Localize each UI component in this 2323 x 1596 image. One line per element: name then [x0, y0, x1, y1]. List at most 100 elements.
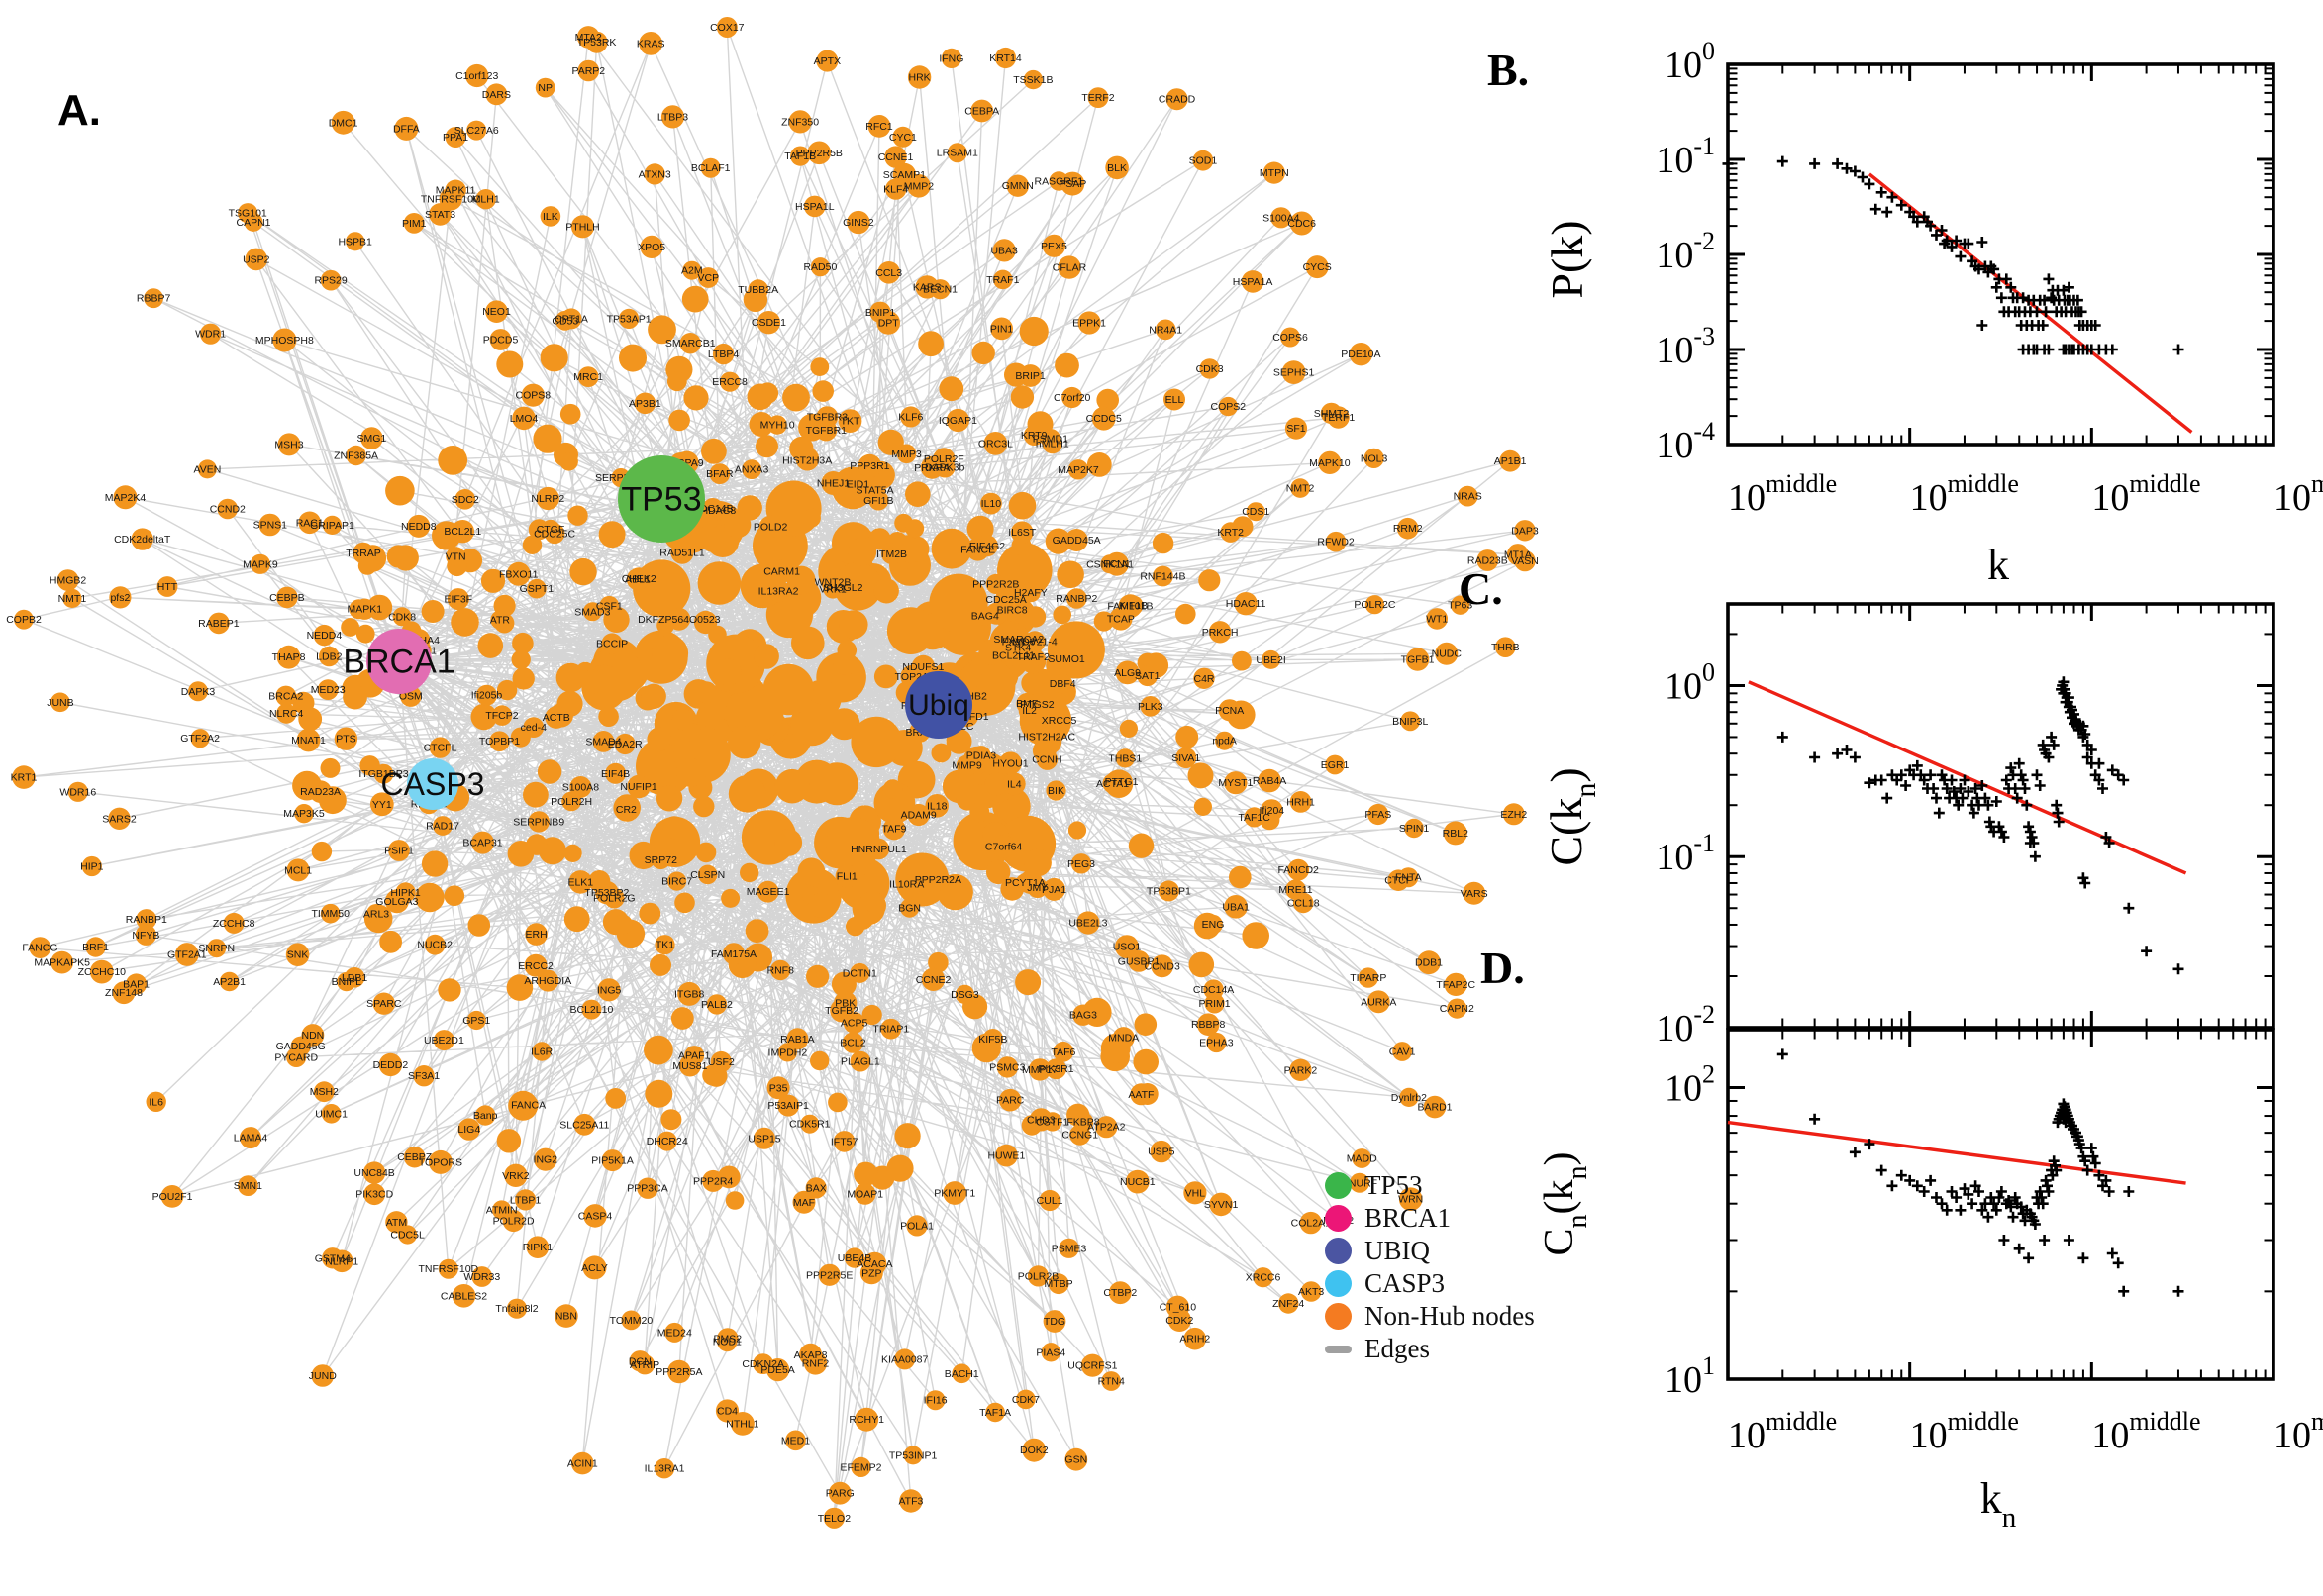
svg-text:VCP: VCP — [698, 272, 720, 284]
svg-text:BAG3: BAG3 — [1069, 1010, 1097, 1022]
svg-text:IQGAP1: IQGAP1 — [939, 415, 977, 427]
svg-text:SF3A1: SF3A1 — [408, 1070, 440, 1082]
svg-text:IL13RA1: IL13RA1 — [645, 1463, 685, 1475]
svg-text:EPHA3: EPHA3 — [1199, 1038, 1234, 1049]
svg-text:DARS: DARS — [482, 89, 511, 101]
svg-text:CSTF1: CSTF1 — [1036, 1116, 1068, 1128]
svg-text:TP53INP1: TP53INP1 — [889, 1449, 938, 1461]
svg-text:SDC2: SDC2 — [452, 494, 479, 506]
svg-text:10middle: 10middle — [1728, 469, 1837, 519]
svg-text:TAF1C: TAF1C — [1238, 812, 1270, 824]
hub-tp53-label: TP53 — [621, 481, 701, 519]
svg-text:ING5: ING5 — [597, 984, 622, 996]
svg-text:10-1: 10-1 — [1656, 132, 1715, 181]
svg-text:VARS: VARS — [1461, 888, 1488, 900]
svg-text:STK4: STK4 — [1005, 643, 1031, 654]
svg-text:100: 100 — [1665, 657, 1715, 707]
svg-text:UNC84B: UNC84B — [354, 1167, 394, 1179]
svg-text:CYCS: CYCS — [1303, 261, 1332, 273]
svg-text:GSTM4: GSTM4 — [315, 1252, 351, 1264]
svg-text:pfs2: pfs2 — [110, 592, 130, 604]
svg-text:POLA1: POLA1 — [900, 1220, 934, 1232]
svg-text:NMT1: NMT1 — [58, 593, 87, 605]
svg-text:PARC: PARC — [996, 1095, 1025, 1107]
legend-item-edges: Edges — [1325, 1333, 1535, 1365]
svg-text:MYST1: MYST1 — [1218, 777, 1253, 789]
hub-casp3-node — [407, 758, 458, 810]
svg-text:ced-4: ced-4 — [521, 722, 547, 734]
svg-text:COPS8: COPS8 — [515, 390, 551, 402]
svg-text:TDG: TDG — [1044, 1316, 1065, 1328]
hub-ubiq-label: Ubiq — [908, 689, 969, 722]
svg-text:HIPK1: HIPK1 — [390, 887, 421, 899]
svg-text:FNTA: FNTA — [1395, 872, 1422, 884]
svg-text:COPS6: COPS6 — [1272, 332, 1308, 344]
svg-text:UIMC1: UIMC1 — [315, 1108, 348, 1120]
svg-text:UBE2L3: UBE2L3 — [1068, 918, 1107, 930]
svg-text:PSMD1: PSMD1 — [1033, 434, 1068, 446]
svg-text:USF2: USF2 — [708, 1056, 735, 1068]
svg-text:GPS1: GPS1 — [462, 1015, 490, 1027]
svg-text:TKT: TKT — [841, 416, 860, 428]
svg-text:CSF1: CSF1 — [596, 600, 623, 612]
svg-text:CCL18: CCL18 — [1287, 897, 1320, 909]
svg-text:CDC14A: CDC14A — [1193, 984, 1234, 996]
svg-text:TIPARP: TIPARP — [1350, 972, 1386, 984]
svg-text:BMF: BMF — [1016, 698, 1038, 710]
svg-text:PEG3: PEG3 — [1067, 858, 1095, 870]
svg-text:SMARCA2: SMARCA2 — [993, 634, 1044, 646]
svg-text:MUS81: MUS81 — [672, 1060, 707, 1072]
svg-text:BNIP1: BNIP1 — [865, 307, 896, 319]
svg-text:UBE2I: UBE2I — [1256, 654, 1285, 666]
svg-text:SPIN1: SPIN1 — [1399, 823, 1430, 835]
svg-text:STAT5A: STAT5A — [857, 485, 894, 497]
svg-text:GINS2: GINS2 — [843, 217, 874, 229]
svg-text:TSG101: TSG101 — [229, 208, 267, 220]
svg-text:GADD45A: GADD45A — [1053, 535, 1101, 547]
svg-text:CCNE2: CCNE2 — [916, 974, 952, 986]
svg-text:FANCG: FANCG — [22, 943, 57, 954]
svg-text:POLR2F: POLR2F — [924, 453, 964, 465]
svg-text:NFYB: NFYB — [132, 930, 159, 942]
svg-text:HDAC8: HDAC8 — [701, 505, 737, 517]
svg-text:PRIM1: PRIM1 — [1199, 998, 1231, 1010]
svg-text:10-2: 10-2 — [1656, 227, 1715, 276]
svg-text:ZCCHC10: ZCCHC10 — [78, 966, 127, 978]
svg-text:UQCRFS1: UQCRFS1 — [1067, 1360, 1117, 1372]
panel-label-c: C. — [1459, 563, 1503, 614]
svg-text:WNT2B: WNT2B — [815, 576, 852, 588]
svg-text:TAF1B: TAF1B — [784, 150, 816, 162]
svg-text:TOPORS: TOPORS — [419, 1156, 462, 1168]
svg-text:CDC25A: CDC25A — [985, 594, 1026, 606]
svg-text:k: k — [1987, 541, 2009, 589]
svg-text:TAF6: TAF6 — [1051, 1047, 1075, 1058]
svg-text:GADD45G: GADD45G — [276, 1041, 326, 1052]
svg-text:SH3GL2: SH3GL2 — [823, 582, 862, 594]
svg-text:DEDD2: DEDD2 — [373, 1059, 409, 1071]
svg-text:10middle: 10middle — [1910, 1407, 2019, 1456]
svg-text:HSPA1L: HSPA1L — [795, 201, 835, 213]
svg-text:BNIP3L: BNIP3L — [1392, 716, 1428, 728]
svg-text:RAD50: RAD50 — [803, 261, 837, 273]
svg-text:DCTN1: DCTN1 — [843, 967, 877, 979]
svg-text:PJA1: PJA1 — [1042, 884, 1066, 896]
svg-text:IFNG: IFNG — [939, 52, 963, 64]
svg-text:IL18: IL18 — [927, 800, 948, 812]
svg-text:ERCC8: ERCC8 — [712, 376, 748, 388]
svg-text:ITGB1BP3: ITGB1BP3 — [358, 768, 408, 780]
svg-text:MT1A: MT1A — [1504, 549, 1532, 561]
svg-text:MADD: MADD — [1347, 1153, 1377, 1165]
svg-text:HTT: HTT — [157, 581, 178, 593]
svg-text:THBS1: THBS1 — [1108, 752, 1142, 764]
svg-text:PIK3CD: PIK3CD — [355, 1189, 393, 1201]
svg-text:MAF: MAF — [793, 1197, 815, 1209]
svg-text:RBBP7: RBBP7 — [137, 293, 171, 305]
svg-text:PMS2: PMS2 — [714, 1333, 743, 1345]
svg-text:PIAS4: PIAS4 — [1036, 1347, 1065, 1358]
svg-text:CCNG1: CCNG1 — [1061, 1130, 1098, 1142]
svg-text:BAP1: BAP1 — [123, 979, 150, 991]
svg-text:POLR2D: POLR2D — [493, 1216, 535, 1228]
svg-text:NTHL1: NTHL1 — [726, 1418, 758, 1430]
svg-text:10middle: 10middle — [2273, 1407, 2323, 1456]
svg-text:MMP17: MMP17 — [1022, 1064, 1058, 1076]
